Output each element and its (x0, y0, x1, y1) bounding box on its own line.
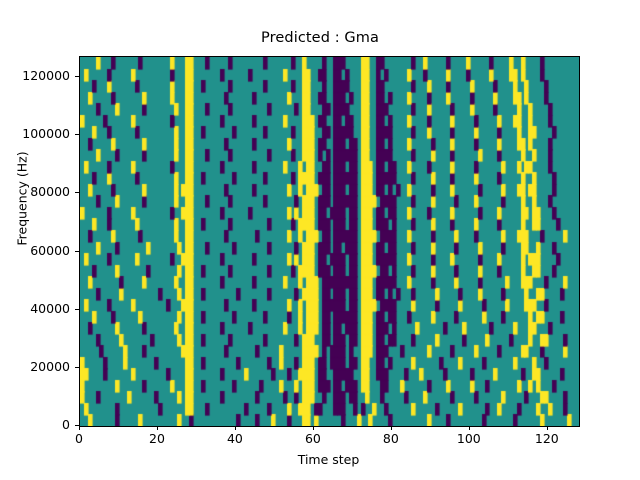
x-axis-tick (156, 426, 158, 430)
x-axis-tick-label: 120 (534, 431, 559, 446)
y-axis-tick-label: 60000 (30, 242, 70, 258)
chart-title: Predicted : Gma (261, 30, 379, 46)
y-axis-tick (75, 308, 79, 310)
x-axis-tick-label: 0 (75, 431, 83, 446)
y-axis-tick-label: 80000 (30, 184, 70, 200)
x-axis-tick-label: 20 (149, 431, 165, 446)
x-axis-tick-label: 80 (382, 431, 399, 446)
x-axis-label: Time step (297, 452, 360, 467)
x-axis-tick-label: 40 (226, 431, 243, 446)
heatmap-axes (79, 56, 580, 427)
y-axis-tick-label: 120000 (22, 68, 70, 84)
y-axis-tick (75, 76, 79, 78)
x-axis-tick-label: 60 (304, 431, 321, 446)
y-axis-tick-label: 40000 (30, 300, 70, 316)
x-axis-tick (79, 426, 80, 430)
x-axis-tick (234, 426, 236, 430)
y-axis-label: Frequency (Hz) (14, 151, 30, 246)
y-axis-tick (75, 425, 79, 426)
x-axis-tick (312, 426, 314, 430)
x-axis-tick (390, 426, 392, 430)
y-axis-tick (75, 250, 79, 252)
y-axis-tick (75, 366, 79, 368)
y-axis-tick-label: 100000 (22, 126, 70, 142)
x-axis-tick (546, 426, 548, 430)
y-axis-tick (75, 134, 79, 136)
heatmap-image (80, 57, 579, 426)
x-axis-tick-label: 100 (456, 431, 481, 446)
x-axis-tick (468, 426, 470, 430)
y-axis-tick-label: 20000 (30, 358, 70, 374)
y-axis-tick (75, 192, 79, 194)
y-axis-tick-label: 0 (62, 417, 70, 432)
